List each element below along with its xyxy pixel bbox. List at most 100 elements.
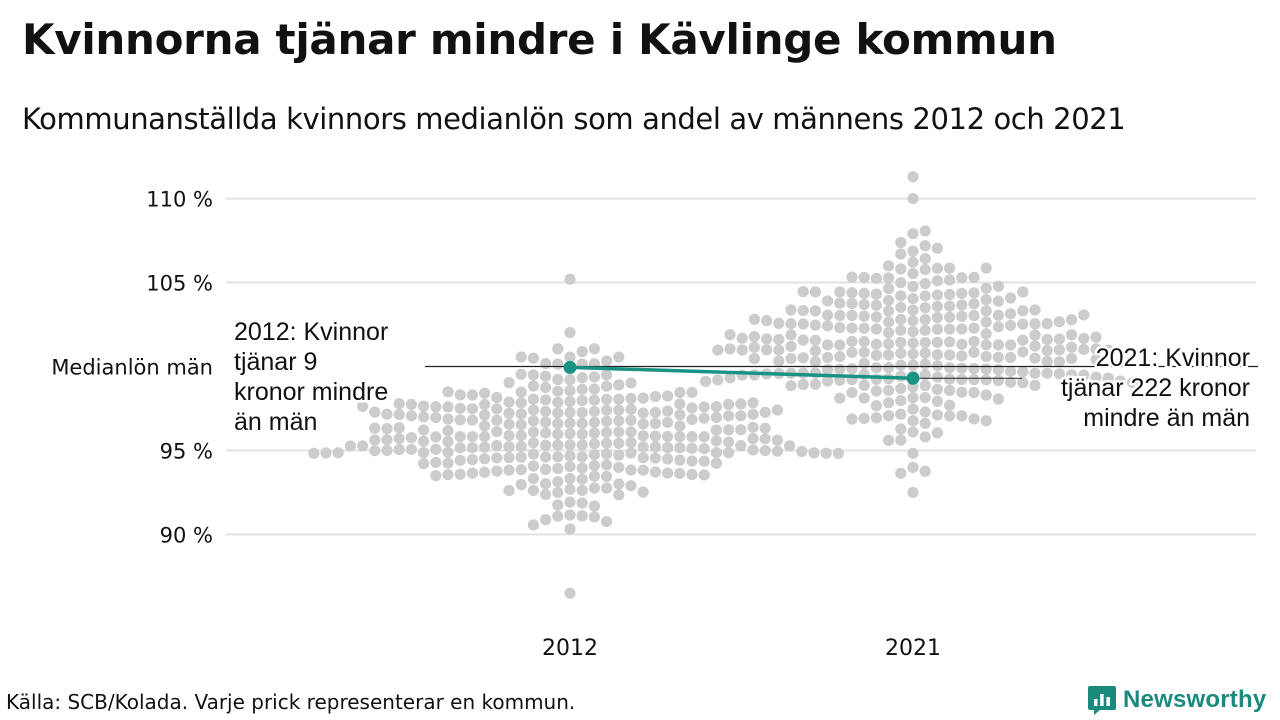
- municipality-dot: [907, 228, 919, 240]
- municipality-dot: [564, 587, 576, 599]
- annotation-line: kronor mindre: [234, 378, 388, 406]
- municipality-dot: [552, 396, 564, 408]
- municipality-dot: [907, 304, 919, 316]
- municipality-dot: [613, 415, 625, 427]
- municipality-dot: [883, 272, 895, 284]
- beeswarm-chart: 110 % 105 % Medianlön män 95 % 90 % 2012 2021 2…: [51, 171, 1258, 661]
- municipality-dot: [601, 426, 613, 439]
- municipality-dot: [601, 355, 613, 367]
- municipality-dot: [980, 316, 992, 328]
- municipality-dot: [907, 403, 919, 415]
- municipality-dot: [1005, 292, 1017, 304]
- municipality-dot: [883, 349, 895, 361]
- municipality-dot: [870, 338, 883, 350]
- municipality-dot: [858, 346, 870, 358]
- municipality-dot: [712, 374, 724, 386]
- municipality-dot: [564, 461, 576, 473]
- municipality-dot: [822, 295, 834, 307]
- municipality-dot: [576, 407, 588, 419]
- municipality-dot: [1053, 344, 1065, 356]
- municipality-dot: [761, 333, 773, 345]
- municipality-dot: [747, 421, 759, 433]
- municipality-dot: [907, 192, 919, 205]
- municipality-dot: [527, 404, 540, 416]
- municipality-dot: [1114, 375, 1126, 387]
- municipality-dot: [944, 300, 956, 312]
- municipality-dot: [1102, 344, 1114, 356]
- municipality-dot: [1090, 343, 1102, 355]
- municipality-dot: [649, 430, 662, 442]
- municipality-dot: [649, 417, 662, 430]
- municipality-dot: [980, 282, 992, 294]
- municipality-dot: [576, 497, 588, 509]
- municipality-dot: [1078, 309, 1090, 321]
- municipality-dot: [822, 309, 834, 321]
- municipality-dot: [858, 379, 870, 391]
- municipality-dot: [515, 418, 527, 431]
- x-tick-label: 2021: [885, 636, 941, 661]
- municipality-dot: [552, 373, 564, 386]
- municipality-dot: [771, 445, 784, 457]
- municipality-dot: [834, 286, 846, 298]
- municipality-dot: [564, 326, 576, 339]
- municipality-dot: [601, 448, 613, 460]
- municipality-dot: [649, 452, 662, 464]
- municipality-dot: [919, 406, 931, 418]
- municipality-dot: [931, 262, 944, 274]
- municipality-dot: [674, 420, 686, 432]
- municipality-dot: [576, 462, 588, 474]
- municipality-dot: [919, 290, 931, 302]
- annotation-line: 2021: Kvinnor: [1096, 344, 1250, 372]
- municipality-dot: [540, 478, 552, 490]
- chart-subtitle: Kommunanställda kvinnors medianlön som a…: [22, 102, 1126, 136]
- municipality-dot: [613, 351, 625, 363]
- municipality-dot: [1029, 379, 1041, 391]
- municipality-dot: [944, 349, 956, 361]
- municipality-dot: [723, 436, 735, 448]
- municipality-dot: [931, 371, 944, 383]
- municipality-dot: [895, 434, 907, 446]
- municipality-dot: [761, 315, 773, 327]
- municipality-dot: [405, 443, 417, 455]
- municipality-dot: [1029, 318, 1041, 330]
- municipality-dot: [418, 411, 430, 423]
- municipality-dot: [956, 287, 968, 300]
- municipality-dot: [466, 414, 478, 426]
- municipality-dot: [723, 410, 735, 422]
- municipality-dot: [1041, 367, 1053, 379]
- municipality-dot: [552, 407, 564, 419]
- municipality-dot: [968, 322, 980, 334]
- municipality-dot: [968, 413, 980, 425]
- municipality-dot: [944, 336, 956, 348]
- municipality-dot: [588, 343, 601, 355]
- municipality-dot: [601, 369, 613, 381]
- municipality-dot: [858, 392, 870, 404]
- municipality-dot: [649, 390, 662, 403]
- municipality-dot: [442, 469, 454, 481]
- municipality-dot: [809, 378, 822, 390]
- municipality-dot: [992, 364, 1005, 376]
- municipality-dot: [759, 433, 771, 445]
- municipality-dot: [931, 300, 944, 313]
- municipality-dot: [637, 464, 649, 476]
- municipality-dot: [883, 294, 895, 307]
- municipality-dot: [1041, 355, 1053, 368]
- municipality-dot: [515, 368, 527, 380]
- municipality-dot: [515, 479, 527, 491]
- municipality-dot: [527, 448, 540, 460]
- municipality-dot: [552, 510, 564, 522]
- municipality-dot: [564, 523, 576, 535]
- municipality-dot: [895, 277, 907, 289]
- municipality-dot: [870, 400, 883, 412]
- municipality-dot: [588, 459, 601, 472]
- municipality-dot: [883, 327, 895, 339]
- municipality-dot: [1078, 332, 1090, 345]
- municipality-dot: [822, 320, 834, 332]
- municipality-dot: [527, 393, 540, 405]
- municipality-dot: [430, 469, 442, 482]
- municipality-dot: [785, 380, 797, 392]
- municipality-dot: [944, 323, 956, 335]
- municipality-dot: [858, 287, 870, 299]
- municipality-dot: [564, 496, 576, 508]
- municipality-dot: [907, 292, 919, 305]
